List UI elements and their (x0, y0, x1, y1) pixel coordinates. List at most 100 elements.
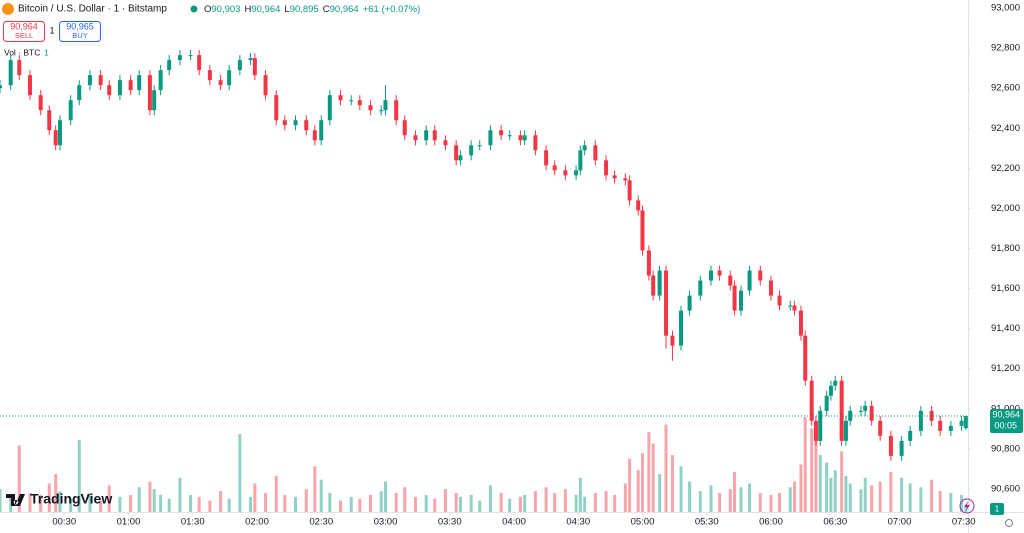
candle-body (899, 440, 904, 456)
volume-bar (394, 493, 398, 512)
market-status (190, 5, 198, 13)
candle-body (604, 160, 609, 176)
x-tick-label: 01:30 (181, 517, 205, 528)
volume-bar (799, 464, 803, 512)
candle-body (47, 110, 52, 131)
candle-body (563, 170, 568, 176)
y-tick-label: 91,800 (991, 243, 1020, 254)
candle-body (918, 410, 923, 431)
candle-body (959, 420, 964, 426)
candle-body (477, 145, 482, 147)
volume-bar (578, 477, 582, 512)
candle-body (237, 60, 242, 71)
brand-name: TradingView (30, 491, 112, 507)
volume-bar (368, 494, 372, 512)
candle-body (443, 140, 448, 146)
x-tick-label: 01:00 (117, 517, 141, 528)
candle-body (747, 270, 752, 291)
volume-bar (533, 491, 537, 512)
candle-body (627, 180, 632, 201)
candle-body (646, 250, 651, 276)
volume-bar (152, 489, 156, 512)
candle-body (792, 305, 797, 311)
sell-button[interactable] (3, 21, 45, 42)
ohlc-legend: O90,903 H90,964 L90,895 C90,964 +61 (+0.07%) (204, 4, 420, 15)
candle-body (518, 135, 523, 141)
last-price-tag (990, 409, 1023, 434)
volume-bar (358, 498, 362, 512)
candle-body (578, 150, 583, 171)
volume-bar (304, 489, 308, 512)
volume-bar (159, 494, 163, 512)
candle-body (38, 95, 43, 111)
candle-body (282, 120, 287, 126)
volume-bar (189, 494, 193, 512)
y-tick-label: 90,800 (991, 443, 1020, 454)
volume-bar (443, 489, 447, 512)
candle-body (888, 435, 893, 456)
alert-icon[interactable] (959, 498, 975, 514)
candle-body (758, 270, 763, 281)
volume-bar (949, 493, 953, 512)
candle-body (349, 100, 354, 102)
x-tick-label: 05:30 (695, 517, 719, 528)
volume-bar (825, 462, 829, 512)
volume-bar (283, 494, 287, 512)
candle-body (738, 290, 743, 311)
buy-price: 90,965 (66, 21, 94, 31)
volume-bar (39, 494, 43, 512)
x-tick-label: 07:00 (888, 517, 912, 528)
candle-body (858, 410, 863, 412)
volume-bar (219, 491, 223, 512)
candle-body (458, 155, 463, 161)
x-tick-label: 02:00 (245, 517, 269, 528)
candle-body (274, 95, 279, 121)
candle-body (77, 85, 82, 101)
x-tick-label: 06:30 (823, 517, 847, 528)
volume-bar (118, 496, 122, 512)
candle-body (17, 60, 22, 76)
volume-bar (458, 496, 462, 512)
volume-layer (0, 417, 968, 512)
candle-body (798, 310, 803, 336)
candle-body (963, 416, 968, 429)
volume-bar (28, 493, 32, 512)
candle-body (640, 210, 645, 251)
candle-body (319, 120, 324, 141)
candle-body (188, 55, 193, 57)
volume-bar (148, 481, 152, 512)
candle-body (878, 420, 883, 436)
candle-body (929, 410, 934, 421)
candle-body (248, 58, 253, 61)
volume-bar (863, 477, 867, 512)
candle-body (27, 75, 32, 96)
buy-button[interactable] (59, 21, 101, 42)
candle-body (664, 270, 669, 336)
candle-body (98, 75, 103, 86)
volume-bar (69, 498, 73, 512)
candle-body (207, 70, 212, 81)
candle-body (657, 270, 662, 296)
ohlc-value: 90,903 (211, 4, 240, 15)
volume-bar (833, 470, 837, 512)
volume-bar (574, 494, 578, 512)
settings-icon[interactable] (1005, 519, 1013, 527)
candle-body (507, 135, 512, 137)
volume-label: Vol · BTC (4, 47, 40, 57)
volume-bar (930, 479, 934, 512)
candle-body (167, 60, 172, 71)
candle-body (552, 165, 557, 171)
symbol-icon (2, 3, 14, 15)
volume-bar (664, 424, 668, 512)
candle-body (107, 85, 112, 96)
scale-badge[interactable]: 1 (995, 505, 1000, 514)
candle-body (338, 95, 343, 101)
volume-bar (658, 474, 662, 512)
candle-body (68, 100, 73, 121)
candle-body (732, 285, 737, 311)
volume-bar (523, 494, 527, 512)
volume-bar (908, 483, 912, 512)
candle-body (863, 405, 868, 411)
